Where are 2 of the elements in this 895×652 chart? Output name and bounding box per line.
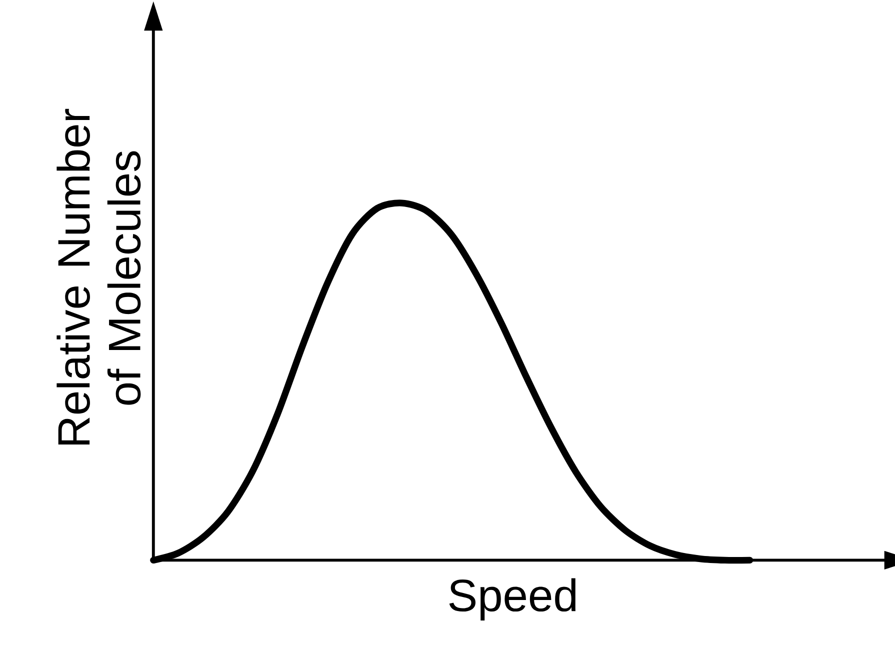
- x-axis-title: Speed: [449, 578, 576, 620]
- y-axis-title: Relative Number of Molecules: [56, 108, 141, 444]
